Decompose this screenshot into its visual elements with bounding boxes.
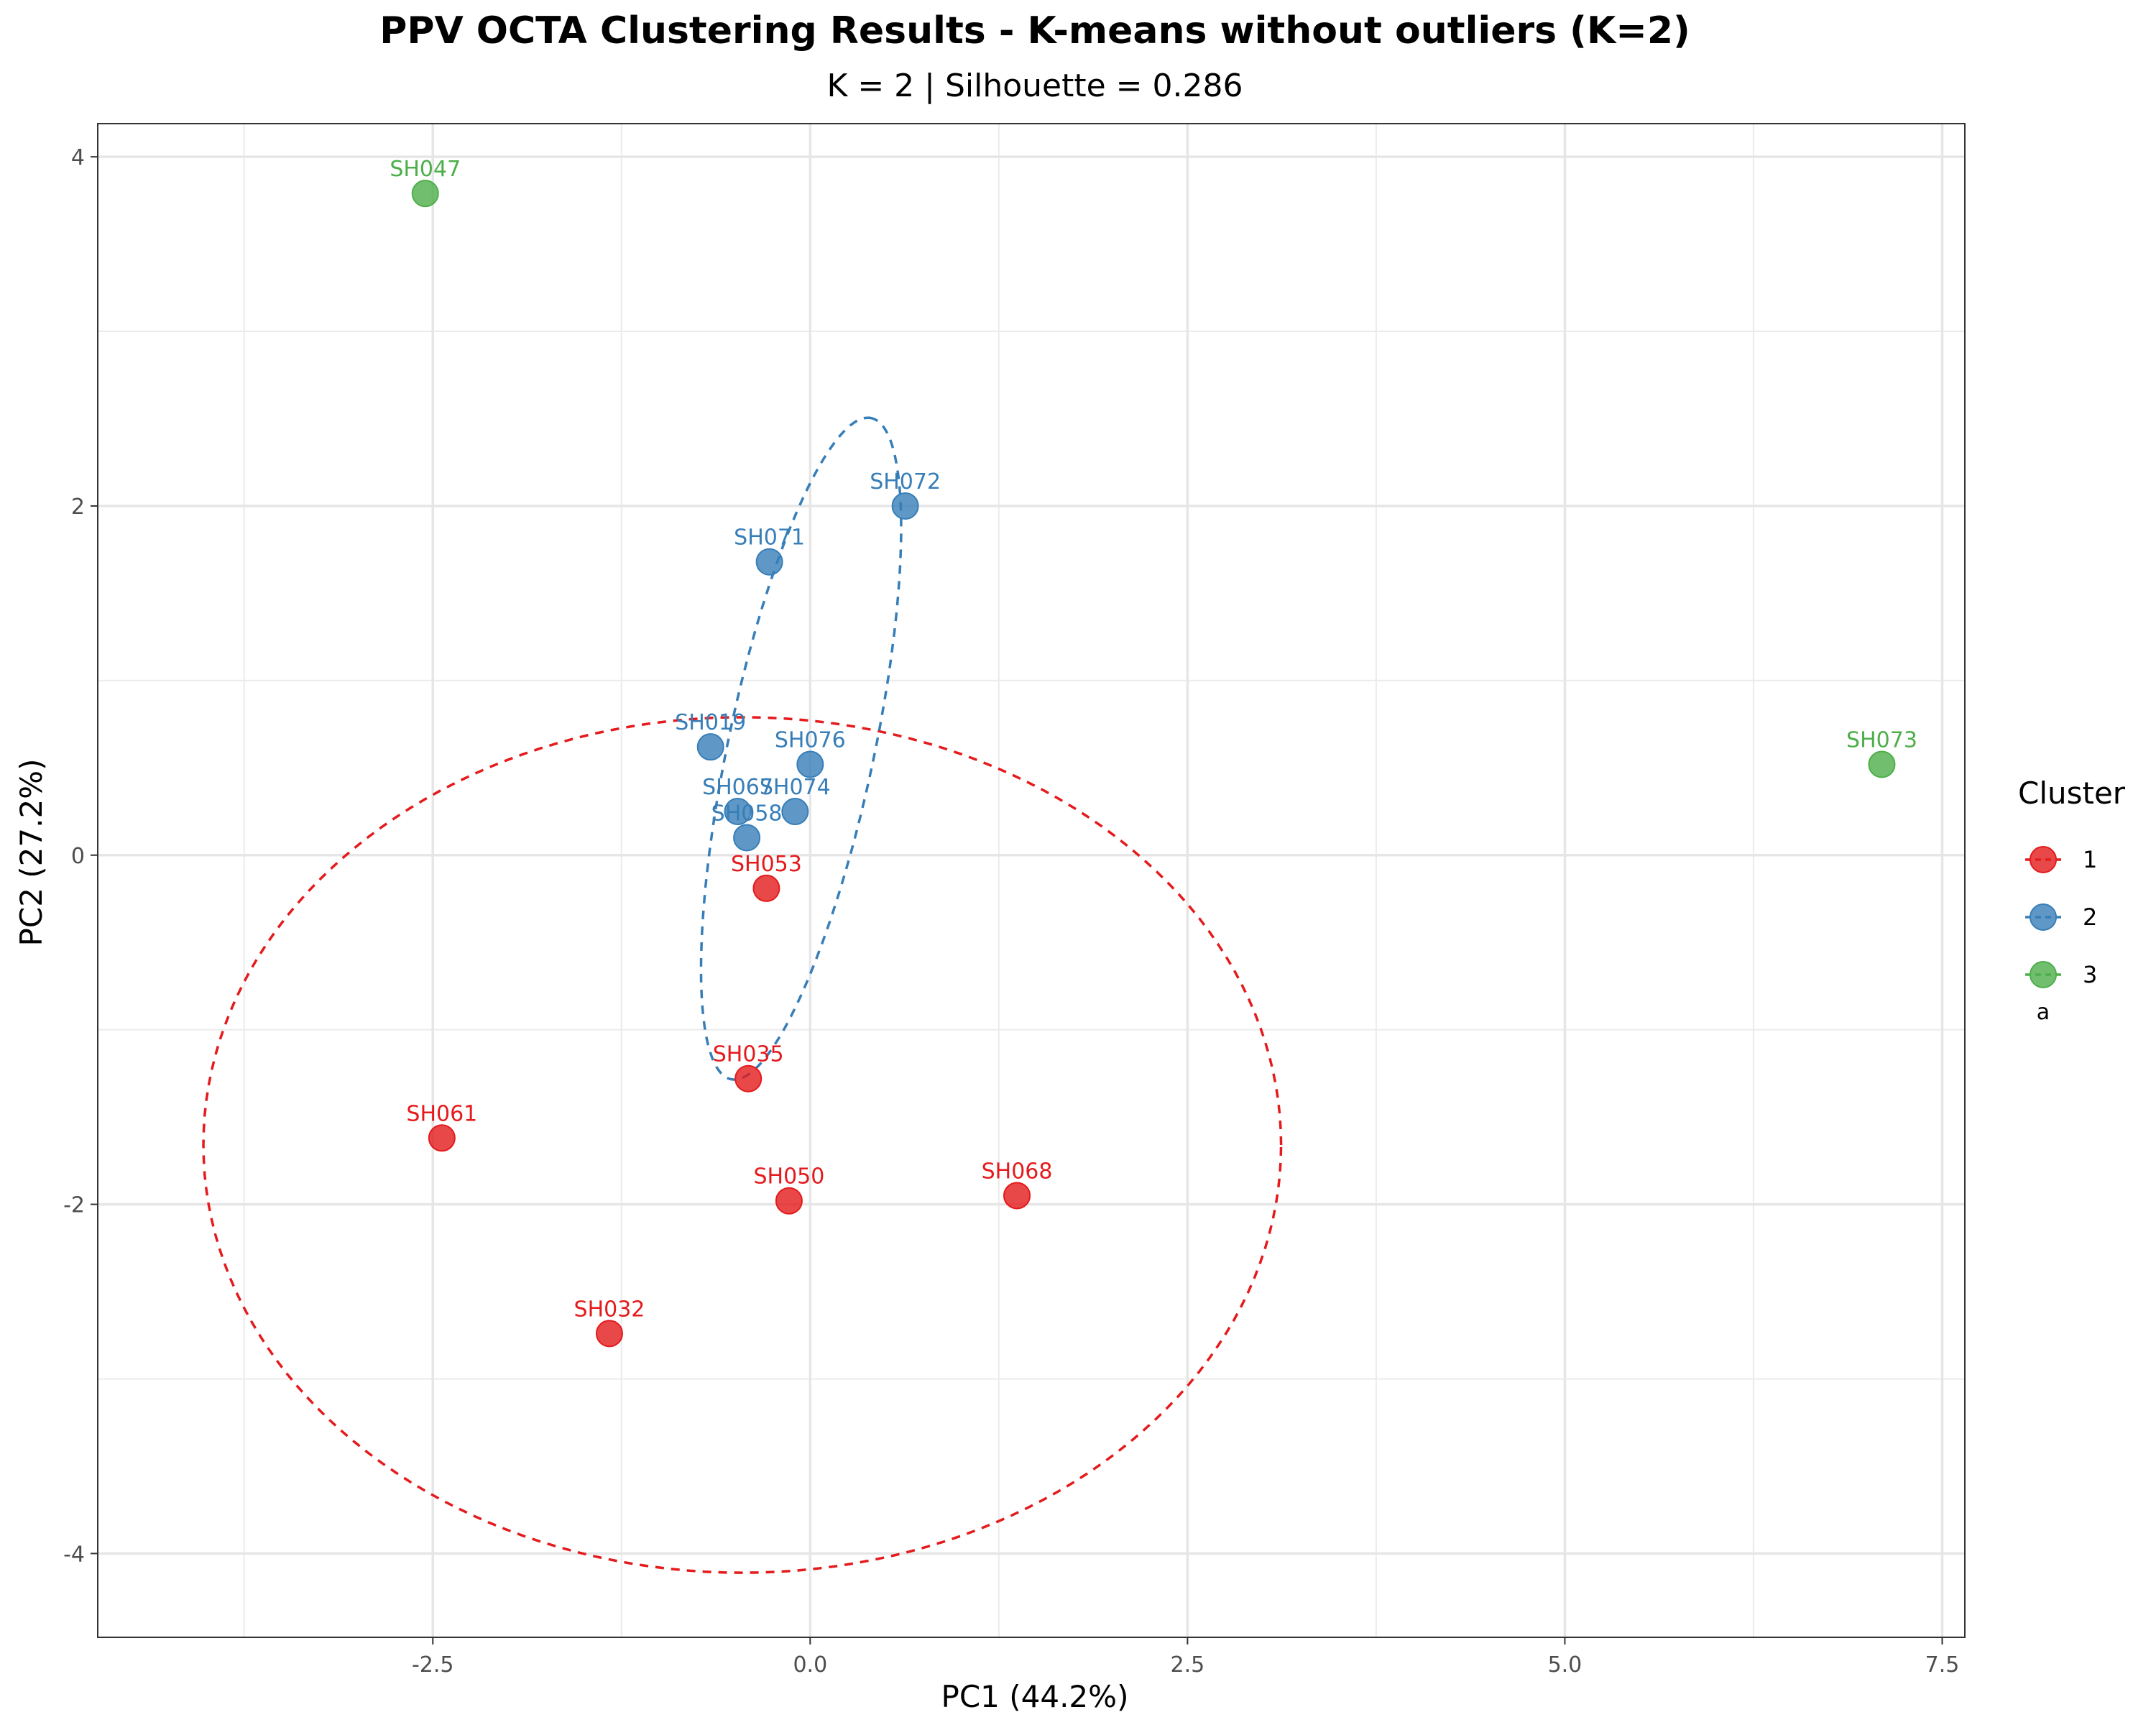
data-point-sh032 [595, 1320, 623, 1348]
point-label-sh071: SH071 [734, 525, 805, 551]
point-label-sh068: SH068 [982, 1159, 1053, 1184]
data-point-sh061 [428, 1124, 456, 1152]
legend-key-point-2 [2030, 903, 2057, 931]
legend: Cluster 1 2 3 a [2018, 776, 2126, 1025]
x-tick-label: 0.0 [793, 1652, 827, 1678]
x-axis-ticks: -2.5 0.0 2.5 5.0 7.5 [412, 1637, 1959, 1678]
data-point-sh067 [724, 798, 752, 826]
point-label-sh074: SH074 [760, 775, 831, 800]
point-label-sh058: SH058 [711, 801, 783, 826]
point-labels: SH053 SH035 SH061 SH050 SH068 SH032 SH072 SH071… [390, 157, 1917, 1322]
y-tick-label: 2 [71, 494, 85, 520]
data-point-sh074 [781, 798, 809, 826]
point-label-sh061: SH061 [406, 1101, 477, 1126]
point-label-sh050: SH050 [753, 1164, 824, 1190]
y-axis-title: PC2 (27.2%) [14, 759, 49, 947]
point-label-sh035: SH035 [713, 1042, 784, 1067]
data-point-sh058 [733, 824, 761, 852]
data-point-sh073 [1868, 750, 1896, 778]
point-label-sh019: SH019 [675, 710, 746, 735]
data-point-sh072 [891, 492, 919, 520]
point-label-sh053: SH053 [731, 852, 802, 877]
legend-key-point-3 [2030, 961, 2057, 988]
legend-entries: 1 2 3 a [2025, 846, 2097, 1025]
cluster-ellipses [202, 416, 1283, 1574]
point-label-sh076: SH076 [775, 727, 846, 753]
y-tick-label: 4 [71, 145, 85, 170]
x-tick-label: -2.5 [412, 1652, 454, 1678]
y-tick-label: -2 [63, 1193, 85, 1218]
chart-subtitle: K = 2 | Silhouette = 0.286 [826, 68, 1243, 104]
y-tick-label: -4 [63, 1542, 85, 1567]
chart-title: PPV OCTA Clustering Results - K-means wi… [379, 9, 1690, 52]
y-axis-ticks: -4 -2 0 2 4 [63, 145, 98, 1567]
data-point-sh076 [796, 750, 824, 778]
legend-label-2: 2 [2083, 903, 2097, 931]
data-point-sh053 [752, 874, 780, 902]
legend-label-1: 1 [2083, 846, 2097, 873]
x-tick-label: 7.5 [1925, 1652, 1960, 1678]
data-point-sh047 [411, 180, 439, 208]
grid-lines [98, 124, 1965, 1637]
legend-title: Cluster [2018, 776, 2126, 811]
data-point-sh035 [734, 1064, 763, 1092]
point-label-sh032: SH032 [574, 1297, 645, 1322]
legend-key-text-3: a [2037, 1000, 2050, 1025]
x-tick-label: 2.5 [1171, 1652, 1205, 1678]
data-point-sh019 [696, 733, 724, 761]
plot-panel-border [97, 123, 1966, 1638]
data-point-sh050 [775, 1187, 803, 1215]
data-points [411, 180, 1896, 1348]
x-axis-title: PC1 (44.2%) [941, 1679, 1129, 1714]
x-tick-label: 5.0 [1548, 1652, 1583, 1678]
point-label-sh072: SH072 [870, 469, 941, 494]
cluster-2-ellipse [699, 416, 903, 1081]
point-label-sh067: SH067 [702, 775, 773, 800]
point-label-sh047: SH047 [390, 157, 461, 182]
legend-label-3: 3 [2083, 961, 2097, 988]
data-point-sh068 [1003, 1182, 1031, 1210]
point-label-sh073: SH073 [1846, 727, 1917, 753]
cluster-1-ellipse [202, 716, 1283, 1574]
y-tick-label: 0 [71, 844, 85, 869]
legend-key-point-1 [2030, 846, 2057, 873]
data-point-sh071 [755, 548, 783, 576]
